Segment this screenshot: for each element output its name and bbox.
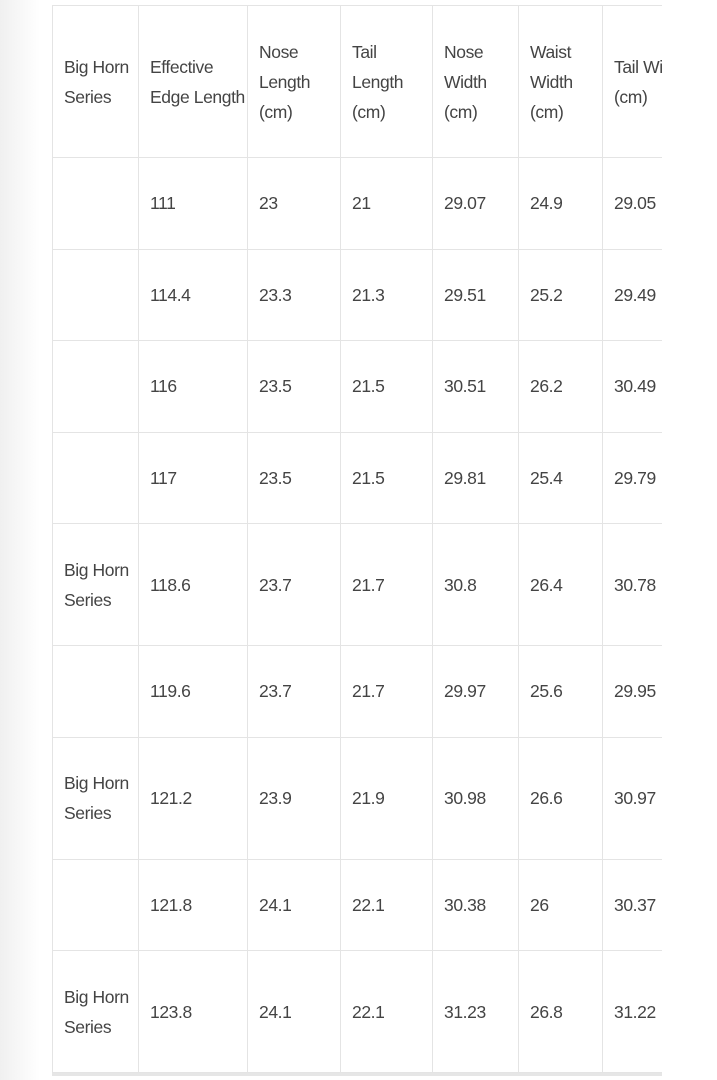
header-cell: Waist Width (cm): [518, 5, 603, 158]
value-cell: 117: [138, 431, 248, 524]
empty-cell: [52, 340, 139, 433]
header-cell: Tail Width (cm): [602, 5, 662, 158]
value-cell: 111: [138, 157, 248, 250]
series-cell: Big Horn Series: [52, 736, 139, 860]
value-cell: 29.81: [432, 431, 519, 524]
value-cell: 22.1: [340, 950, 433, 1073]
value-cell: 22.1: [340, 858, 433, 951]
value-cell: 23.9: [247, 736, 341, 860]
value-cell: 21.5: [340, 340, 433, 433]
value-cell: 121.2: [138, 736, 248, 860]
value-cell: 25.6: [518, 645, 603, 738]
value-cell: 26.6: [518, 736, 603, 860]
header-cell: Big Horn Series: [52, 5, 139, 158]
header-cell: Tail Length (cm): [340, 5, 433, 158]
value-cell: 30.49: [602, 340, 662, 433]
value-cell: 25.4: [518, 431, 603, 524]
value-cell: 30.37: [602, 858, 662, 951]
table-row: 121.8 24.1 22.1 30.38 26 30.37: [52, 858, 662, 951]
value-cell: 23.3: [247, 248, 341, 341]
value-cell: 26.4: [518, 523, 603, 646]
value-cell: 30.97: [602, 736, 662, 860]
value-cell: 23: [247, 157, 341, 250]
table-row: Big Horn Series 118.6 23.7 21.7 30.8 26.4 30.7…: [52, 523, 662, 646]
value-cell: 31.22: [602, 950, 662, 1073]
value-cell: 24.1: [247, 858, 341, 951]
value-cell: 31.23: [432, 950, 519, 1073]
header-cell: Nose Width (cm): [432, 5, 519, 158]
empty-cell: [52, 248, 139, 341]
table-row: 116 23.5 21.5 30.51 26.2 30.49: [52, 340, 662, 433]
value-cell: 30.8: [432, 523, 519, 646]
value-cell: 121.8: [138, 858, 248, 951]
value-cell: 30.78: [602, 523, 662, 646]
value-cell: 23.5: [247, 431, 341, 524]
value-cell: 23.5: [247, 340, 341, 433]
table-body: 111 23 21 29.07 24.9 29.05 114.4 23.3 21.3 29.51 2…: [52, 157, 662, 1073]
value-cell: 30.38: [432, 858, 519, 951]
value-cell: 29.97: [432, 645, 519, 738]
spec-table: Big Horn Series Effective Edge Length Nose…: [52, 5, 662, 1073]
value-cell: 116: [138, 340, 248, 433]
empty-cell: [52, 431, 139, 524]
value-cell: 24.1: [247, 950, 341, 1073]
empty-cell: [52, 858, 139, 951]
value-cell: 26.2: [518, 340, 603, 433]
value-cell: 23.7: [247, 645, 341, 738]
value-cell: 21.9: [340, 736, 433, 860]
value-cell: 21.5: [340, 431, 433, 524]
value-cell: 29.49: [602, 248, 662, 341]
value-cell: 21: [340, 157, 433, 250]
value-cell: 24.9: [518, 157, 603, 250]
value-cell: 29.51: [432, 248, 519, 341]
value-cell: 21.7: [340, 645, 433, 738]
table-row: 111 23 21 29.07 24.9 29.05: [52, 157, 662, 250]
value-cell: 21.3: [340, 248, 433, 341]
value-cell: 23.7: [247, 523, 341, 646]
value-cell: 123.8: [138, 950, 248, 1073]
header-row: Big Horn Series Effective Edge Length Nose…: [52, 5, 662, 158]
series-cell: Big Horn Series: [52, 523, 139, 646]
value-cell: 114.4: [138, 248, 248, 341]
value-cell: 118.6: [138, 523, 248, 646]
header-cell: Nose Length (cm): [247, 5, 341, 158]
value-cell: 21.7: [340, 523, 433, 646]
table-container: Big Horn Series Effective Edge Length Nose…: [52, 5, 662, 1076]
value-cell: 30.98: [432, 736, 519, 860]
value-cell: 29.95: [602, 645, 662, 738]
series-cell: Big Horn Series: [52, 950, 139, 1073]
table-row: Big Horn Series 123.8 24.1 22.1 31.23 26.8 31.…: [52, 950, 662, 1073]
value-cell: 29.79: [602, 431, 662, 524]
value-cell: 30.51: [432, 340, 519, 433]
value-cell: 26: [518, 858, 603, 951]
value-cell: 119.6: [138, 645, 248, 738]
table-row: 119.6 23.7 21.7 29.97 25.6 29.95: [52, 645, 662, 738]
header-cell: Effective Edge Length: [138, 5, 248, 158]
value-cell: 29.07: [432, 157, 519, 250]
value-cell: 29.05: [602, 157, 662, 250]
empty-cell: [52, 157, 139, 250]
value-cell: 25.2: [518, 248, 603, 341]
empty-cell: [52, 645, 139, 738]
table-row: Big Horn Series 121.2 23.9 21.9 30.98 26.6 30.…: [52, 736, 662, 860]
table-row: 117 23.5 21.5 29.81 25.4 29.79: [52, 431, 662, 524]
table-row: 114.4 23.3 21.3 29.51 25.2 29.49: [52, 248, 662, 341]
value-cell: 26.8: [518, 950, 603, 1073]
